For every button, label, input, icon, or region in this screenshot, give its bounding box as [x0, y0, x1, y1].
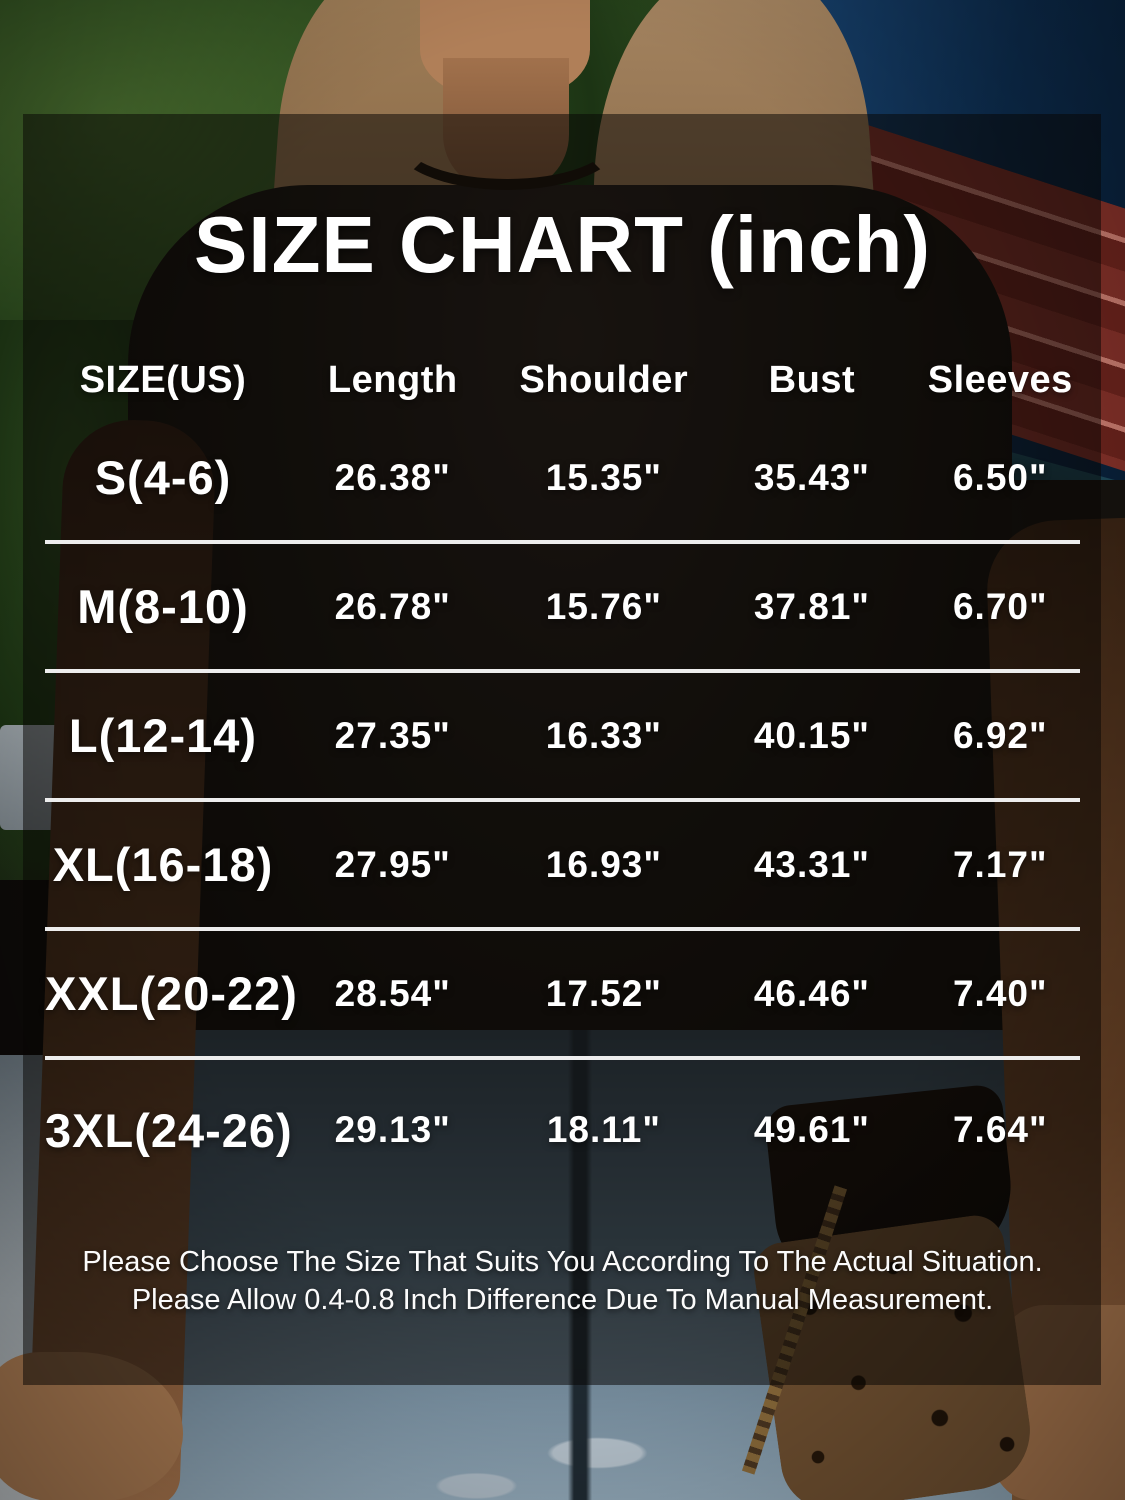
table-row: S(4-6) 26.38" 15.35" 35.43" 6.50": [45, 415, 1080, 544]
length-value: 26.38": [334, 456, 451, 498]
size-label: S(4-6): [94, 451, 232, 504]
table-row: XL(16-18) 27.95" 16.93" 43.31" 7.17": [45, 802, 1080, 931]
table-header-row: SIZE(US) Length Shoulder Bust Sleeves: [45, 345, 1080, 415]
size-label: XL(16-18): [52, 838, 274, 891]
size-label: XXL(20-22): [45, 967, 298, 1020]
page-title: SIZE CHART (inch): [194, 200, 931, 289]
size-label: L(12-14): [68, 709, 258, 762]
sleeves-value: 6.50": [952, 456, 1048, 498]
shoulder-value: 16.93": [545, 843, 662, 885]
table-row: M(8-10) 26.78" 15.76" 37.81" 6.70": [45, 544, 1080, 673]
footer-note-line1: Please Choose The Size That Suits You Ac…: [82, 1246, 1043, 1278]
length-value: 27.35": [334, 714, 451, 756]
shoulder-value: 18.11": [546, 1109, 661, 1150]
shoulder-value: 16.33": [545, 714, 662, 756]
col-header-length: Length: [327, 358, 458, 401]
bust-value: 35.43": [753, 456, 870, 498]
length-value: 27.95": [334, 843, 451, 885]
col-header-size: SIZE(US): [79, 358, 247, 401]
col-header-shoulder: Shoulder: [519, 358, 689, 401]
bust-value: 43.31": [753, 843, 870, 885]
shoulder-value: 15.35": [545, 456, 662, 498]
footer-note: Please Choose The Size That Suits You Ac…: [0, 1243, 1125, 1319]
sleeves-value: 6.70": [952, 585, 1048, 627]
table-row: 3XL(24-26) 29.13" 18.11" 49.61" 7.64": [45, 1060, 1080, 1200]
table-row: L(12-14) 27.35" 16.33" 40.15" 6.92": [45, 673, 1080, 802]
table-row: XXL(20-22) 28.54" 17.52" 46.46" 7.40": [45, 931, 1080, 1060]
bust-value: 49.61": [753, 1109, 870, 1150]
size-label: 3XL(24-26): [45, 1103, 293, 1157]
sleeves-value: 7.17": [952, 843, 1048, 885]
sleeves-value: 7.64": [952, 1109, 1048, 1150]
col-header-sleeves: Sleeves: [927, 358, 1073, 401]
length-value: 29.13": [334, 1109, 451, 1150]
length-value: 28.54": [334, 972, 451, 1014]
shoulder-value: 15.76": [545, 585, 662, 627]
sleeves-value: 6.92": [952, 714, 1048, 756]
bust-value: 46.46": [753, 972, 870, 1014]
bust-value: 37.81": [753, 585, 870, 627]
footer-note-line2: Please Allow 0.4-0.8 Inch Difference Due…: [131, 1284, 994, 1316]
length-value: 26.78": [334, 585, 451, 627]
sleeves-value: 7.40": [952, 972, 1048, 1014]
dark-overlay: [23, 114, 1101, 1385]
col-header-bust: Bust: [768, 358, 856, 401]
bust-value: 40.15": [753, 714, 870, 756]
size-label: M(8-10): [77, 580, 249, 633]
shoulder-value: 17.52": [545, 972, 662, 1014]
size-table: SIZE(US) Length Shoulder Bust Sleeves S(…: [45, 345, 1080, 1200]
